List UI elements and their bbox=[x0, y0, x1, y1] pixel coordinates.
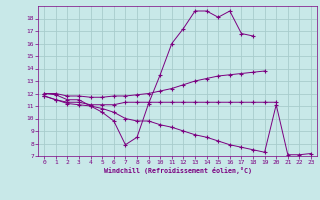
X-axis label: Windchill (Refroidissement éolien,°C): Windchill (Refroidissement éolien,°C) bbox=[104, 167, 252, 174]
